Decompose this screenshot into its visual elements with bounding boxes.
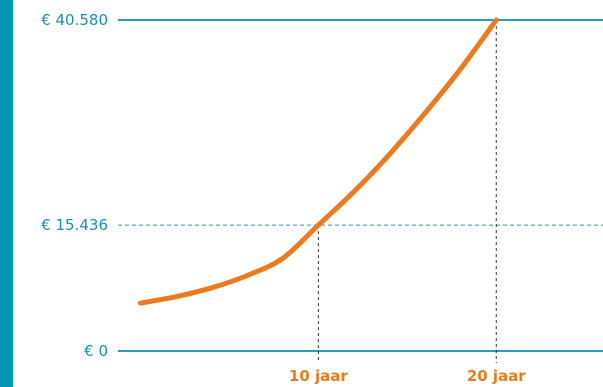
y-axis-labels: € 0 € 15.436 € 40.580 bbox=[41, 11, 108, 360]
x-marker-label-0: 10 jaar bbox=[289, 367, 348, 385]
drop-lines bbox=[317, 20, 497, 363]
y-tick-label-1: € 15.436 bbox=[41, 216, 108, 234]
x-marker-label-1: 20 jaar bbox=[467, 367, 526, 385]
left-accent-bar bbox=[0, 0, 13, 387]
gridlines bbox=[118, 19, 603, 352]
x-axis-labels: 10 jaar 20 jaar bbox=[289, 367, 526, 385]
curve-layer bbox=[138, 17, 499, 306]
y-tick-label-0: € 0 bbox=[84, 342, 108, 360]
y-tick-label-2: € 40.580 bbox=[41, 11, 108, 29]
growth-curve bbox=[138, 17, 499, 306]
